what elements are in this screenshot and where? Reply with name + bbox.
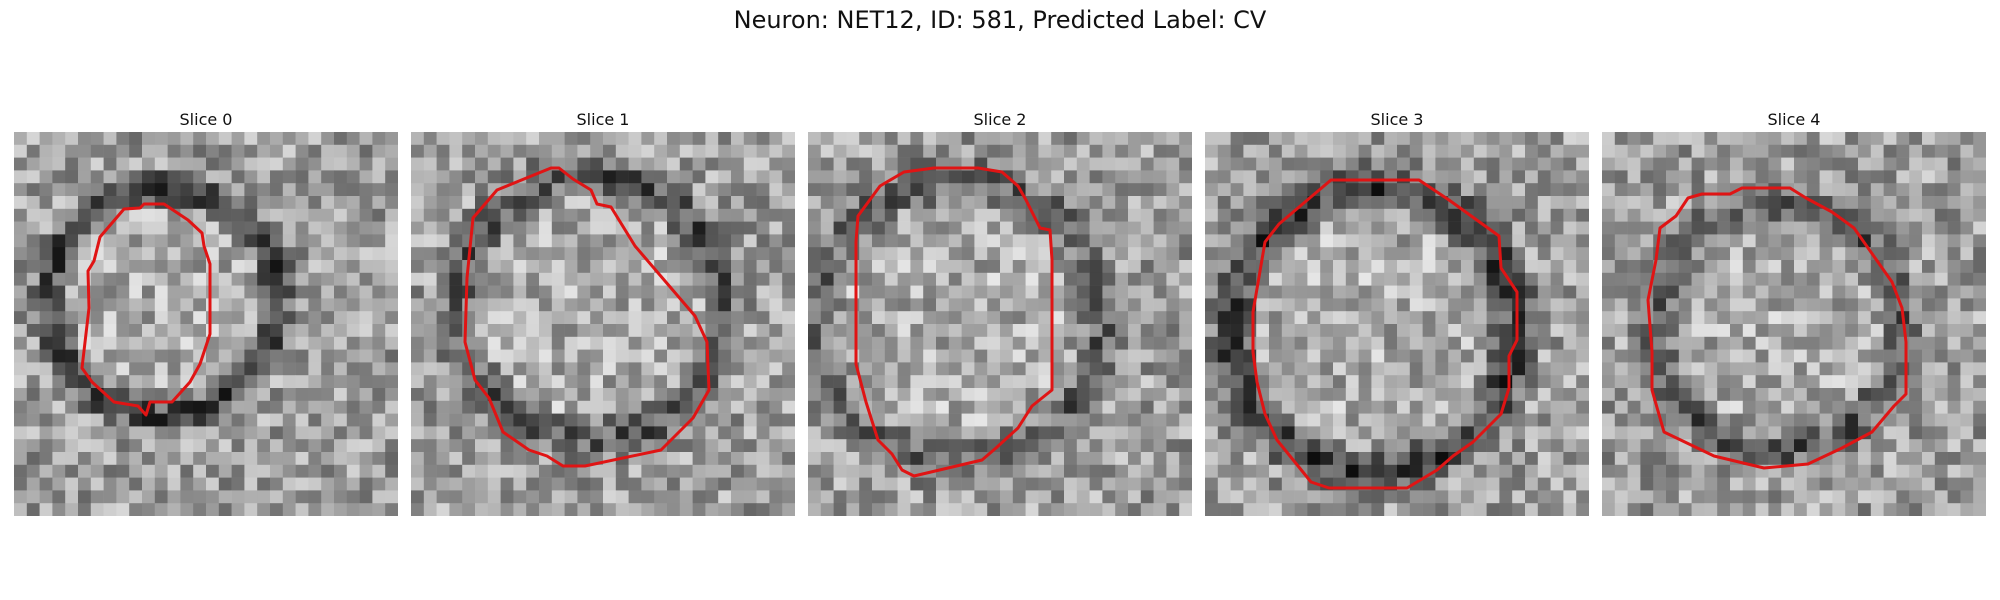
slice-panel-4: Slice 4 [1602,108,1986,516]
slice-panel-3: Slice 3 [1205,108,1589,516]
slice-image-3 [1205,132,1589,516]
slice-panel-2: Slice 2 [808,108,1192,516]
slice-title-1: Slice 1 [576,110,630,129]
slice-panel-1: Slice 1 [411,108,795,516]
slice-image-4 [1602,132,1986,516]
red-contour [80,202,212,417]
grayscale-pixels [808,132,1192,516]
grayscale-pixels [14,132,398,516]
grayscale-pixels [411,132,795,516]
slice-title-2: Slice 2 [973,110,1027,129]
grayscale-pixels [1602,132,1986,516]
slice-image-2 [808,132,1192,516]
figure-title: Neuron: NET12, ID: 581, Predicted Label:… [733,6,1267,34]
slice-title-0: Slice 0 [179,110,233,129]
slice-image-0 [14,132,398,516]
grayscale-pixels [1205,132,1589,516]
red-contour [854,166,1054,478]
red-contour [1646,186,1908,470]
slice-panel-0: Slice 0 [14,108,398,516]
slice-title-3: Slice 3 [1370,110,1424,129]
slice-image-1 [411,132,795,516]
slice-title-4: Slice 4 [1767,110,1821,129]
red-contour [463,166,711,468]
red-contour [1251,178,1519,490]
